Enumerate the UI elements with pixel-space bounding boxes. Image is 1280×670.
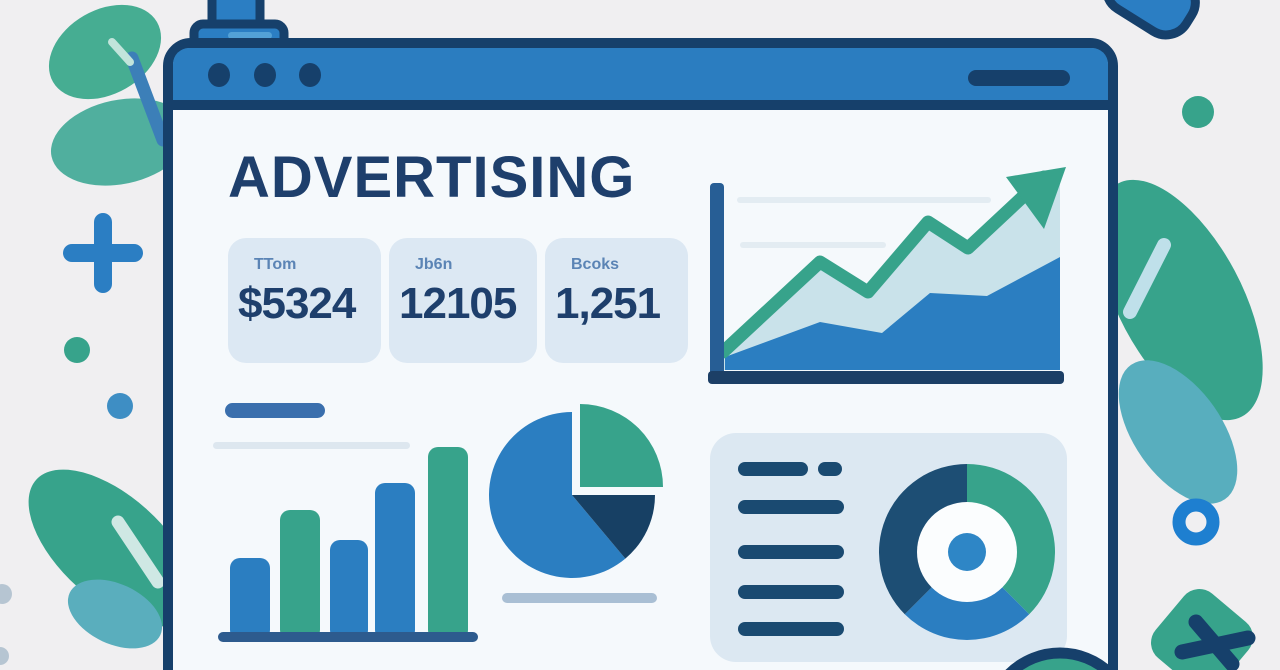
caption-placeholder — [502, 593, 657, 603]
stat-label: TTom — [254, 256, 297, 273]
pie-chart — [488, 404, 663, 603]
stat-value: 12105 — [399, 279, 517, 328]
leaf-bottom-left — [28, 469, 196, 649]
list-line — [818, 462, 842, 476]
report-card — [710, 433, 1067, 662]
pie-slice-navy-minor — [572, 495, 655, 559]
window-control-dot-3[interactable] — [299, 63, 321, 87]
ring-blue-right — [1172, 498, 1220, 546]
x-axis — [218, 632, 478, 642]
dot-gray-left-2 — [0, 647, 9, 665]
dot-gray-left-1 — [0, 584, 12, 604]
stat-label: Jb6n — [415, 256, 453, 273]
area-series-blue — [725, 257, 1060, 370]
donut-chart — [879, 464, 1055, 640]
window-titlebar — [173, 48, 1108, 110]
bar — [428, 447, 468, 640]
y-axis — [710, 183, 724, 379]
list-line — [738, 585, 844, 599]
bar — [230, 558, 270, 640]
chart-subtitle-placeholder — [213, 442, 410, 449]
list-line — [738, 500, 844, 514]
leaf-right — [1097, 179, 1263, 504]
list-line — [738, 622, 844, 636]
window-control-dot-1[interactable] — [208, 63, 230, 87]
stat-card-revenue: TTom $5324 — [228, 238, 381, 363]
dot-blue-left — [107, 393, 133, 419]
stat-value: $5324 — [238, 279, 356, 328]
bar — [330, 540, 368, 640]
dot-teal-right — [1182, 96, 1214, 128]
browser-window: ADVERTISING TTom $5324 Jb6n 12105 Bcoks … — [163, 38, 1118, 670]
bar — [375, 483, 415, 640]
chart-title-placeholder — [225, 403, 325, 418]
bar — [280, 510, 320, 640]
trend-area-chart — [708, 167, 1066, 384]
dot-teal-left — [64, 337, 90, 363]
stat-value: 1,251 — [555, 279, 661, 328]
stat-label: Bcoks — [571, 256, 620, 273]
trend-line — [716, 170, 1051, 359]
stat-card-clicks: Bcoks 1,251 — [545, 238, 688, 363]
pie-slice-green-exploded — [580, 404, 663, 487]
plus-decoration — [63, 213, 143, 293]
list-line — [738, 462, 808, 476]
growth-arrow-icon — [1006, 167, 1066, 229]
stat-card-impressions: Jb6n 12105 — [389, 238, 537, 363]
blob-top-right — [1101, 0, 1200, 40]
donut-center-dot — [948, 533, 986, 571]
list-line — [738, 545, 844, 559]
window-control-dot-2[interactable] — [254, 63, 276, 87]
bar-chart — [213, 403, 478, 642]
x-axis — [708, 371, 1064, 384]
leaf-top-left — [48, 4, 190, 186]
menu-pill[interactable] — [968, 70, 1070, 86]
page-title: ADVERTISING — [228, 145, 636, 210]
pie-slice-blue-major — [488, 412, 626, 578]
